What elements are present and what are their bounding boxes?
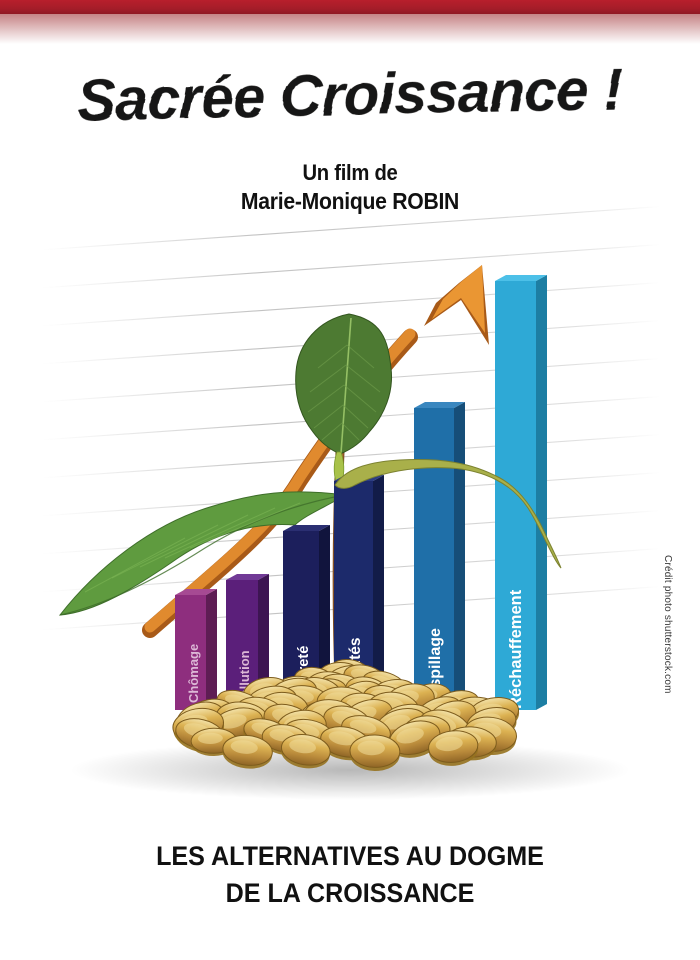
svg-text:Chômage: Chômage [186,644,201,703]
svg-text:Réchauffement: Réchauffement [507,589,525,709]
svg-text:Sacrée Croissance !: Sacrée Croissance ! [78,57,623,133]
